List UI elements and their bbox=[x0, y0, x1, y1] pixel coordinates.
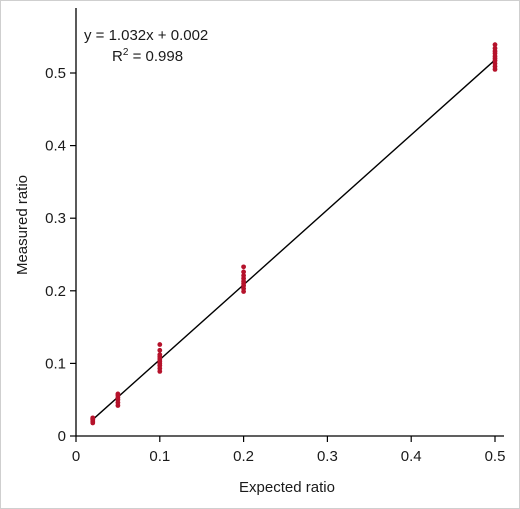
equation-label: y = 1.032x + 0.002 bbox=[84, 27, 208, 44]
data-point bbox=[492, 45, 498, 51]
data-point bbox=[157, 342, 163, 347]
data-point bbox=[90, 415, 96, 421]
r-squared-superscript: 2 bbox=[123, 47, 129, 58]
x-tick-label: 0.5 bbox=[485, 448, 506, 465]
r-squared-prefix: R bbox=[112, 48, 123, 65]
data-point bbox=[492, 42, 498, 48]
axes bbox=[75, 8, 504, 437]
y-tick-label: 0.4 bbox=[45, 138, 66, 155]
x-ticks: 0 0.1 0.2 0.3 0.4 0.5 bbox=[72, 436, 506, 465]
x-tick-label: 0.1 bbox=[149, 448, 170, 465]
y-axis-title: Measured ratio bbox=[14, 175, 31, 275]
y-tick-label: 0.5 bbox=[45, 65, 66, 82]
data-point bbox=[241, 273, 247, 278]
data-point bbox=[115, 391, 121, 397]
r-squared-value: = 0.998 bbox=[128, 48, 183, 65]
regression-line bbox=[92, 59, 496, 421]
x-axis-title: Expected ratio bbox=[239, 479, 335, 496]
r-squared-label: R2 = 0.998 bbox=[112, 47, 183, 65]
data-point bbox=[241, 269, 247, 275]
data-point bbox=[241, 264, 247, 270]
y-tick-label: 0.2 bbox=[45, 283, 66, 300]
x-tick-label: 0.4 bbox=[401, 448, 422, 465]
y-tick-label: 0 bbox=[58, 428, 66, 445]
y-tick-label: 0.1 bbox=[45, 355, 66, 372]
y-ticks: 0 0.1 0.2 0.3 0.4 0.5 bbox=[45, 65, 76, 445]
x-tick-label: 0.2 bbox=[233, 448, 254, 465]
x-tick-label: 0.3 bbox=[317, 448, 338, 465]
data-points bbox=[90, 42, 498, 426]
y-tick-label: 0.3 bbox=[45, 210, 66, 227]
x-tick-label: 0 bbox=[72, 448, 80, 465]
data-point bbox=[157, 347, 163, 353]
data-point bbox=[157, 352, 163, 358]
